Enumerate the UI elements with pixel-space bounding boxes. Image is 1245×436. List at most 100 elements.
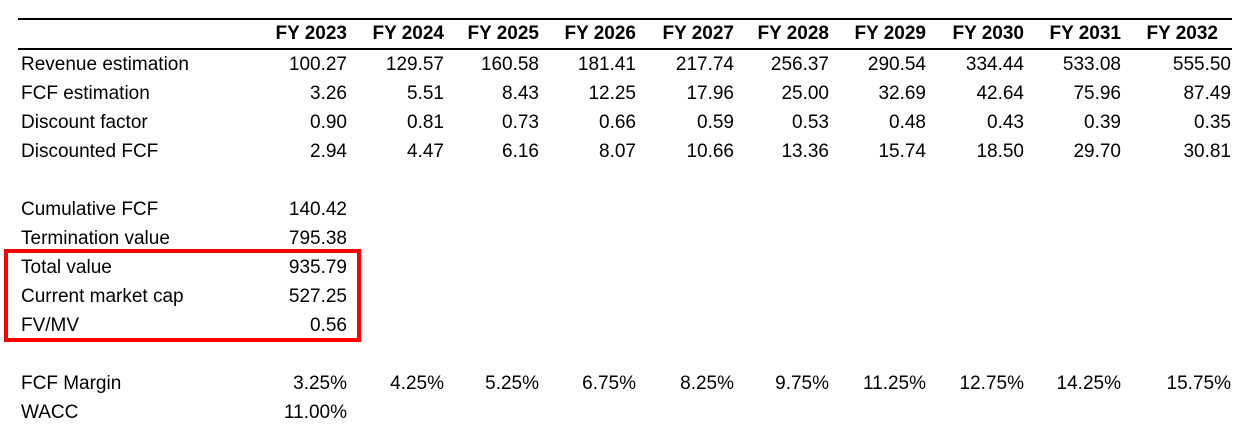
cell[interactable]: 15.75% bbox=[1166, 373, 1231, 394]
cell[interactable] bbox=[445, 166, 540, 195]
cell[interactable]: 18.50 bbox=[976, 141, 1024, 162]
cell[interactable] bbox=[637, 340, 735, 369]
cell[interactable] bbox=[735, 195, 830, 224]
cell[interactable]: 0.73 bbox=[502, 112, 539, 133]
cell[interactable]: 0.81 bbox=[407, 112, 444, 133]
row-label[interactable]: Termination value bbox=[21, 228, 170, 249]
cell[interactable]: 12.25 bbox=[588, 83, 636, 104]
cell[interactable] bbox=[445, 282, 540, 311]
cell[interactable] bbox=[927, 224, 1025, 253]
cell[interactable] bbox=[1025, 398, 1122, 427]
cell[interactable] bbox=[735, 166, 830, 195]
row-label[interactable]: FV/MV bbox=[21, 315, 80, 336]
column-header[interactable]: FY 2029 bbox=[830, 19, 927, 50]
cell[interactable] bbox=[540, 224, 637, 253]
cell[interactable] bbox=[1025, 195, 1122, 224]
column-header[interactable]: FY 2032 bbox=[1122, 19, 1232, 50]
row-label[interactable]: FCF estimation bbox=[21, 83, 150, 104]
cell[interactable]: 75.96 bbox=[1073, 83, 1121, 104]
cell[interactable] bbox=[348, 398, 445, 427]
cell[interactable]: 0.59 bbox=[697, 112, 734, 133]
cell[interactable]: 0.90 bbox=[310, 112, 347, 133]
row-label[interactable]: Total value bbox=[21, 257, 112, 278]
cell[interactable]: 3.25% bbox=[293, 373, 347, 394]
cell[interactable] bbox=[927, 166, 1025, 195]
cell[interactable] bbox=[250, 340, 348, 369]
cell[interactable]: 129.57 bbox=[385, 54, 444, 75]
row-label[interactable]: Cumulative FCF bbox=[21, 199, 159, 220]
cell[interactable]: 2.94 bbox=[310, 141, 347, 162]
cell[interactable]: 9.75% bbox=[775, 373, 829, 394]
cell[interactable] bbox=[830, 166, 927, 195]
cell[interactable] bbox=[1122, 282, 1232, 311]
cell[interactable] bbox=[927, 398, 1025, 427]
column-header[interactable]: FY 2030 bbox=[927, 19, 1025, 50]
column-header[interactable]: FY 2028 bbox=[735, 19, 830, 50]
cell[interactable] bbox=[735, 311, 830, 340]
cell[interactable]: 160.58 bbox=[480, 54, 539, 75]
column-header[interactable]: FY 2031 bbox=[1025, 19, 1122, 50]
cell[interactable]: 32.69 bbox=[878, 83, 926, 104]
cell[interactable]: 13.36 bbox=[781, 141, 829, 162]
cell[interactable]: 935.79 bbox=[288, 257, 347, 278]
cell[interactable] bbox=[540, 253, 637, 282]
cell[interactable]: 555.50 bbox=[1172, 54, 1231, 75]
cell[interactable] bbox=[830, 195, 927, 224]
cell[interactable] bbox=[735, 253, 830, 282]
cell[interactable] bbox=[735, 282, 830, 311]
cell[interactable]: 11.00% bbox=[283, 402, 347, 423]
row-label[interactable] bbox=[18, 166, 250, 195]
cell[interactable]: 12.75% bbox=[959, 373, 1024, 394]
corner-cell[interactable] bbox=[18, 19, 250, 50]
cell[interactable]: 42.64 bbox=[976, 83, 1024, 104]
cell[interactable]: 10.66 bbox=[686, 141, 734, 162]
row-label[interactable]: WACC bbox=[21, 402, 79, 423]
cell[interactable] bbox=[637, 195, 735, 224]
cell[interactable]: 4.25% bbox=[390, 373, 444, 394]
cell[interactable] bbox=[1122, 340, 1232, 369]
cell[interactable] bbox=[540, 282, 637, 311]
cell[interactable]: 533.08 bbox=[1062, 54, 1121, 75]
cell[interactable]: 8.07 bbox=[599, 141, 636, 162]
cell[interactable] bbox=[637, 282, 735, 311]
cell[interactable] bbox=[1122, 195, 1232, 224]
cell[interactable] bbox=[540, 166, 637, 195]
cell[interactable] bbox=[540, 311, 637, 340]
cell[interactable]: 140.42 bbox=[288, 199, 347, 220]
cell[interactable]: 0.35 bbox=[1194, 112, 1231, 133]
cell[interactable]: 795.38 bbox=[288, 228, 347, 249]
cell[interactable]: 14.25% bbox=[1056, 373, 1121, 394]
cell[interactable] bbox=[927, 311, 1025, 340]
cell[interactable]: 0.53 bbox=[792, 112, 829, 133]
cell[interactable] bbox=[1025, 282, 1122, 311]
cell[interactable]: 3.26 bbox=[310, 83, 347, 104]
cell[interactable] bbox=[1025, 253, 1122, 282]
row-label[interactable]: FCF Margin bbox=[21, 373, 122, 394]
cell[interactable] bbox=[637, 311, 735, 340]
cell[interactable]: 181.41 bbox=[577, 54, 636, 75]
cell[interactable] bbox=[1122, 224, 1232, 253]
cell[interactable] bbox=[348, 340, 445, 369]
cell[interactable] bbox=[1122, 166, 1232, 195]
column-header[interactable]: FY 2023 bbox=[250, 19, 348, 50]
cell[interactable] bbox=[1025, 311, 1122, 340]
cell[interactable] bbox=[830, 340, 927, 369]
row-label[interactable]: Discount factor bbox=[21, 112, 148, 133]
cell[interactable] bbox=[927, 195, 1025, 224]
cell[interactable] bbox=[637, 398, 735, 427]
cell[interactable]: 17.96 bbox=[686, 83, 734, 104]
cell[interactable]: 5.25% bbox=[485, 373, 539, 394]
cell[interactable] bbox=[637, 224, 735, 253]
cell[interactable]: 11.25% bbox=[862, 373, 926, 394]
cell[interactable] bbox=[830, 311, 927, 340]
row-label[interactable] bbox=[18, 340, 250, 369]
cell[interactable]: 527.25 bbox=[288, 286, 347, 307]
cell[interactable] bbox=[1025, 224, 1122, 253]
cell[interactable] bbox=[540, 195, 637, 224]
cell[interactable] bbox=[927, 340, 1025, 369]
cell[interactable] bbox=[540, 398, 637, 427]
cell[interactable] bbox=[830, 253, 927, 282]
cell[interactable] bbox=[1122, 253, 1232, 282]
cell[interactable] bbox=[445, 311, 540, 340]
cell[interactable]: 0.48 bbox=[889, 112, 926, 133]
